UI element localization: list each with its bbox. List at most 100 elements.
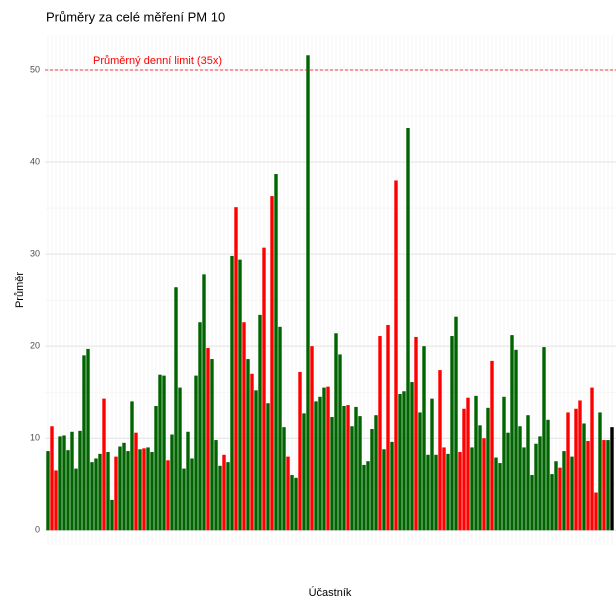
- bar: [610, 427, 614, 531]
- bar: [594, 492, 598, 531]
- bar: [430, 398, 434, 531]
- bar: [306, 55, 310, 531]
- bar: [314, 401, 318, 531]
- bar: [294, 477, 298, 531]
- bar: [382, 449, 386, 531]
- bar: [274, 174, 278, 531]
- bar: [522, 447, 526, 531]
- bar: [394, 180, 398, 531]
- bar: [486, 407, 490, 531]
- y-axis-title: Průměr: [14, 272, 26, 308]
- bar: [282, 427, 286, 531]
- bar: [562, 451, 566, 531]
- bar: [154, 405, 158, 531]
- bar: [494, 457, 498, 531]
- bar: [578, 400, 582, 531]
- bar: [482, 438, 486, 531]
- bar: [570, 456, 574, 531]
- bar: [582, 423, 586, 531]
- bar: [142, 448, 146, 531]
- bar: [138, 449, 142, 531]
- bar: [350, 426, 354, 531]
- bar: [118, 446, 122, 531]
- bar: [86, 348, 90, 531]
- bar: [278, 326, 282, 531]
- bar: [70, 431, 74, 531]
- bar: [242, 322, 246, 531]
- bar: [518, 426, 522, 531]
- bar: [106, 452, 110, 531]
- bar: [402, 391, 406, 531]
- bar: [166, 460, 170, 531]
- bar: [538, 436, 542, 531]
- bar: [58, 436, 62, 531]
- bar: [358, 416, 362, 531]
- bar: [190, 458, 194, 531]
- bar: [386, 324, 390, 531]
- bar: [542, 347, 546, 531]
- bar: [246, 359, 250, 531]
- bar: [462, 408, 466, 531]
- bar: [322, 387, 326, 531]
- bar: [534, 443, 538, 531]
- bar: [490, 360, 494, 531]
- bar: [326, 386, 330, 531]
- bar: [498, 463, 502, 531]
- bar: [574, 408, 578, 531]
- bar: [546, 419, 550, 531]
- bar: [334, 333, 338, 531]
- bar: [230, 255, 234, 531]
- bar: [526, 415, 530, 531]
- bar: [422, 346, 426, 531]
- bar: [410, 382, 414, 531]
- bar: [378, 336, 382, 531]
- bar: [122, 442, 126, 531]
- bar: [598, 412, 602, 531]
- bar: [114, 456, 118, 531]
- bar: [290, 475, 294, 531]
- bar: [398, 394, 402, 531]
- bar: [194, 375, 198, 531]
- bar: [510, 335, 514, 531]
- bar: [270, 196, 274, 531]
- x-axis-title: Účastník: [309, 586, 352, 599]
- bar: [202, 274, 206, 531]
- bar: [258, 314, 262, 531]
- bar: [434, 454, 438, 531]
- bar: [146, 447, 150, 531]
- bar: [454, 316, 458, 531]
- bar: [370, 429, 374, 531]
- bar: [214, 440, 218, 531]
- bar: [130, 401, 134, 531]
- bar: [354, 406, 358, 531]
- bar: [558, 467, 562, 531]
- bar: [566, 412, 570, 531]
- bar: [46, 451, 50, 531]
- bar: [338, 354, 342, 531]
- bar: [238, 259, 242, 531]
- bar: [162, 375, 166, 531]
- bar: [198, 322, 202, 531]
- bar: [466, 397, 470, 531]
- bar: [286, 456, 290, 531]
- bar: [346, 405, 350, 531]
- bar: [406, 127, 410, 531]
- bar: [374, 415, 378, 531]
- y-tick-label: 50: [30, 64, 40, 74]
- y-tick-label: 0: [35, 525, 40, 535]
- bar: [506, 432, 510, 531]
- bar: [366, 461, 370, 531]
- bar: [250, 373, 254, 531]
- bar: [134, 432, 138, 531]
- bar: [310, 346, 314, 531]
- bar: [234, 207, 238, 531]
- bar: [550, 474, 554, 531]
- y-tick-label: 30: [30, 248, 40, 258]
- bar: [158, 374, 162, 531]
- bar: [442, 447, 446, 531]
- bar: [182, 468, 186, 531]
- bar: [530, 475, 534, 531]
- bar: [62, 435, 66, 531]
- bar: [302, 413, 306, 531]
